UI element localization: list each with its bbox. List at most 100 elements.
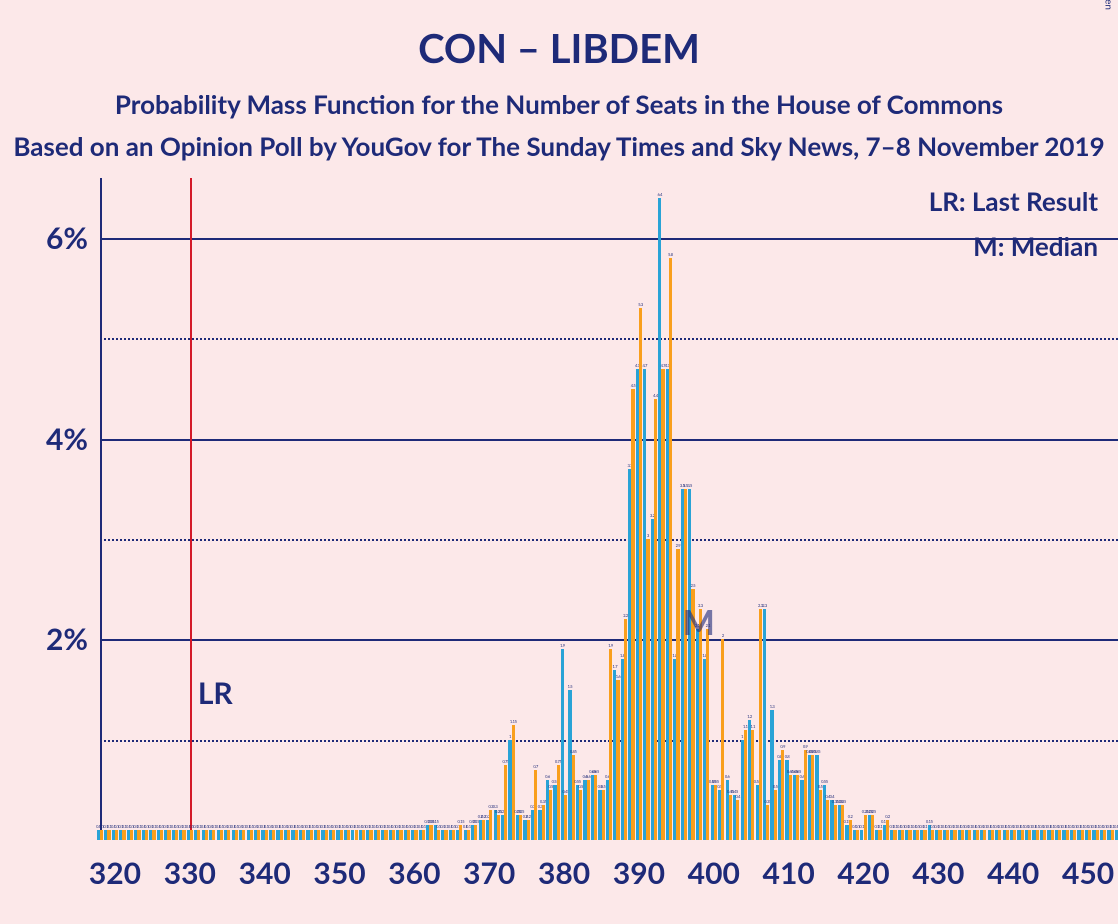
bar-series-b [557, 765, 560, 840]
bar-label-b: 0.1 [923, 824, 928, 829]
bar-series-b [444, 830, 447, 840]
bar-label-b: 0.2 [885, 814, 890, 819]
bar-label-b: 0.9 [780, 744, 785, 749]
bar-label-a: 0.85 [814, 749, 821, 754]
bar-series-b [1043, 830, 1046, 840]
gridline-major [100, 639, 1118, 641]
bar-series-b [856, 830, 859, 840]
bar-series-b [347, 830, 350, 840]
bar-label-a: 3.5 [687, 483, 692, 488]
bar-label-a: 6.4 [657, 192, 662, 197]
bar-label-b: 0.4 [736, 794, 741, 799]
bar-series-b [175, 830, 178, 840]
gridline-major [100, 238, 1118, 240]
bar-series-b [819, 790, 822, 840]
bar-label-b: 0.2 [848, 814, 853, 819]
bar-series-b [946, 830, 949, 840]
bar-series-b [527, 820, 530, 840]
bar-series-b [377, 830, 380, 840]
x-axis-ticklabel: 400 [688, 855, 740, 891]
x-axis-ticklabel: 380 [538, 855, 590, 891]
bar-series-b [257, 830, 260, 840]
bar-series-b [991, 830, 994, 840]
bar-series-b [302, 830, 305, 840]
bar-series-b [834, 805, 837, 840]
bar-series-b [961, 830, 964, 840]
bar-label-b: 0.1 [421, 824, 426, 829]
x-axis-ticklabel: 330 [164, 855, 216, 891]
bar-series-b [422, 830, 425, 840]
gridline-minor [100, 539, 1118, 541]
bar-series-b [721, 639, 724, 840]
bar-label-b: 0.65 [592, 769, 599, 774]
bar-label-b: 0.7 [533, 764, 538, 769]
y-axis-ticklabel: 6% [46, 220, 88, 256]
y-axis-ticklabel: 2% [46, 621, 88, 657]
plot-area: LR0.10.10.10.10.10.10.10.10.10.10.10.10.… [100, 178, 1118, 840]
bar-label-b: 1.1 [743, 724, 748, 729]
bar-series-b [250, 830, 253, 840]
bar-label-a: 0.6 [545, 774, 550, 779]
bar-series-b [414, 830, 417, 840]
bar-series-b [130, 830, 133, 840]
bar-label-b: 3 [647, 533, 649, 538]
bar-series-b [1051, 830, 1054, 840]
bar-label-b: 1.15 [510, 719, 517, 724]
bar-series-b [916, 830, 919, 840]
bar-series-b [295, 830, 298, 840]
bar-series-b [998, 830, 1001, 840]
y-axis-ticklabel: 4% [46, 421, 88, 457]
y-axis-line [100, 178, 102, 840]
bar-series-b [669, 258, 672, 840]
bar-series-b [332, 830, 335, 840]
bar-series-b [744, 730, 747, 840]
bar-label-b: 1.9 [608, 643, 613, 648]
chart-subtitle-2: Based on an Opinion Poll by YouGov for T… [0, 130, 1118, 162]
bar-series-b [145, 830, 148, 840]
bar-series-b [107, 830, 110, 840]
bar-series-b [1103, 830, 1106, 840]
bar-series-b [684, 489, 687, 840]
bar-series-b [849, 820, 852, 840]
bar-series-b [699, 609, 702, 840]
bar-series-b [272, 830, 275, 840]
bar-series-b [235, 830, 238, 840]
bar-series-b [631, 389, 634, 840]
bar-label-a: 1.5 [568, 684, 573, 689]
bar-series-b [938, 830, 941, 840]
bar-label-a: 1.9 [560, 643, 565, 648]
bar-series-b [452, 830, 455, 840]
bar-series-b [437, 830, 440, 840]
bar-series-b [467, 830, 470, 840]
bar-series-b [587, 780, 590, 840]
chart-subtitle-1: Probability Mass Function for the Number… [0, 88, 1118, 120]
x-axis-ticklabel: 350 [313, 855, 365, 891]
bar-label-b: 1.1 [750, 724, 755, 729]
bar-series-b [706, 629, 709, 840]
bar-series-b [205, 830, 208, 840]
bar-label-a: 1.7 [613, 664, 618, 669]
bar-series-b [1006, 830, 1009, 840]
bar-label-b: 5.8 [668, 252, 673, 257]
bar-series-b [362, 830, 365, 840]
bar-label-b: 0.25 [869, 809, 876, 814]
bar-label-b: 0.85 [570, 749, 577, 754]
x-axis-ticklabel: 420 [837, 855, 889, 891]
bar-series-b [1021, 830, 1024, 840]
bar-series-b [369, 830, 372, 840]
bar-series-b [864, 815, 867, 840]
bar-series-b [1088, 830, 1091, 840]
bar-series-b [242, 830, 245, 840]
bar-series-b [399, 830, 402, 840]
x-axis-ticklabel: 390 [613, 855, 665, 891]
bar-series-b [160, 830, 163, 840]
bar-series-b [190, 830, 193, 840]
gridline-major [100, 439, 1118, 441]
bar-series-b [751, 730, 754, 840]
bar-label-b: 2 [722, 633, 724, 638]
bar-series-b [265, 830, 268, 840]
x-axis-ticklabel: 440 [987, 855, 1039, 891]
bar-series-b [122, 830, 125, 840]
bar-label-b: 2.2 [623, 613, 628, 618]
bar-series-b [489, 810, 492, 840]
